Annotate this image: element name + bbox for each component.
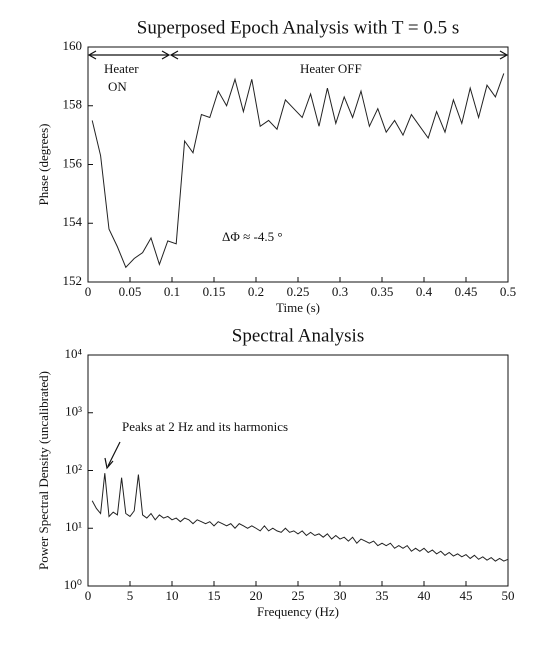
x-axis-label: Time (s) bbox=[276, 300, 320, 315]
y-tick-label: 158 bbox=[63, 97, 83, 112]
plot-frame bbox=[87, 354, 509, 587]
y-tick-label: 10⁴ bbox=[64, 346, 82, 361]
x-tick-label: 40 bbox=[418, 588, 431, 603]
arrow-heads bbox=[87, 50, 171, 60]
x-tick-label: 5 bbox=[127, 588, 134, 603]
y-axis-label: Power Spectral Density (uncalibrated) bbox=[36, 371, 51, 570]
y-tick-label: 10¹ bbox=[65, 519, 82, 534]
y-axis-label: Phase (degrees) bbox=[36, 124, 51, 206]
x-tick-label: 45 bbox=[460, 588, 473, 603]
x-tick-label: 25 bbox=[292, 588, 305, 603]
data-line bbox=[91, 473, 509, 562]
y-tick-label: 10³ bbox=[65, 404, 82, 419]
x-tick-label: 0.2 bbox=[248, 284, 264, 299]
y-tick-label: 10⁰ bbox=[64, 577, 82, 592]
x-tick-label: 50 bbox=[502, 588, 515, 603]
x-tick-label: 0.45 bbox=[455, 284, 478, 299]
chart-title: Spectral Analysis bbox=[232, 325, 364, 346]
x-tick-label: 15 bbox=[208, 588, 221, 603]
x-tick-label: 0.35 bbox=[371, 284, 394, 299]
x-tick-label: 0.1 bbox=[164, 284, 180, 299]
x-tick-label: 0.05 bbox=[119, 284, 142, 299]
x-tick-label: 0 bbox=[85, 588, 92, 603]
x-tick-label: 35 bbox=[376, 588, 389, 603]
x-tick-label: 0.5 bbox=[500, 284, 516, 299]
arrow-heads bbox=[169, 50, 509, 60]
annotation: ON bbox=[108, 79, 127, 94]
chart-title: Superposed Epoch Analysis with T = 0.5 s bbox=[137, 17, 459, 38]
x-tick-label: 20 bbox=[250, 588, 263, 603]
annotation: ΔΦ ≈ -4.5 ° bbox=[222, 229, 283, 244]
annotation: Heater bbox=[104, 61, 139, 76]
y-tick-label: 10² bbox=[65, 461, 82, 476]
x-tick-label: 0.3 bbox=[332, 284, 348, 299]
annotation: Peaks at 2 Hz and its harmonics bbox=[122, 419, 288, 434]
plot-frame bbox=[87, 46, 509, 283]
x-tick-label: 0.15 bbox=[203, 284, 226, 299]
arrows bbox=[87, 50, 509, 470]
y-tick-label: 154 bbox=[63, 214, 83, 229]
annotation: Heater OFF bbox=[300, 61, 362, 76]
x-tick-label: 0 bbox=[85, 284, 92, 299]
x-tick-label: 30 bbox=[334, 588, 347, 603]
x-tick-label: 0.25 bbox=[287, 284, 310, 299]
data-line bbox=[91, 73, 505, 269]
x-tick-label: 10 bbox=[166, 588, 179, 603]
arrow-head bbox=[104, 457, 114, 470]
x-tick-label: 0.4 bbox=[416, 284, 433, 299]
peaks-arrow bbox=[107, 441, 121, 467]
x-axis-label: Frequency (Hz) bbox=[257, 604, 339, 619]
y-tick-label: 152 bbox=[63, 273, 83, 288]
y-tick-label: 156 bbox=[63, 155, 83, 170]
y-tick-label: 160 bbox=[63, 38, 83, 53]
